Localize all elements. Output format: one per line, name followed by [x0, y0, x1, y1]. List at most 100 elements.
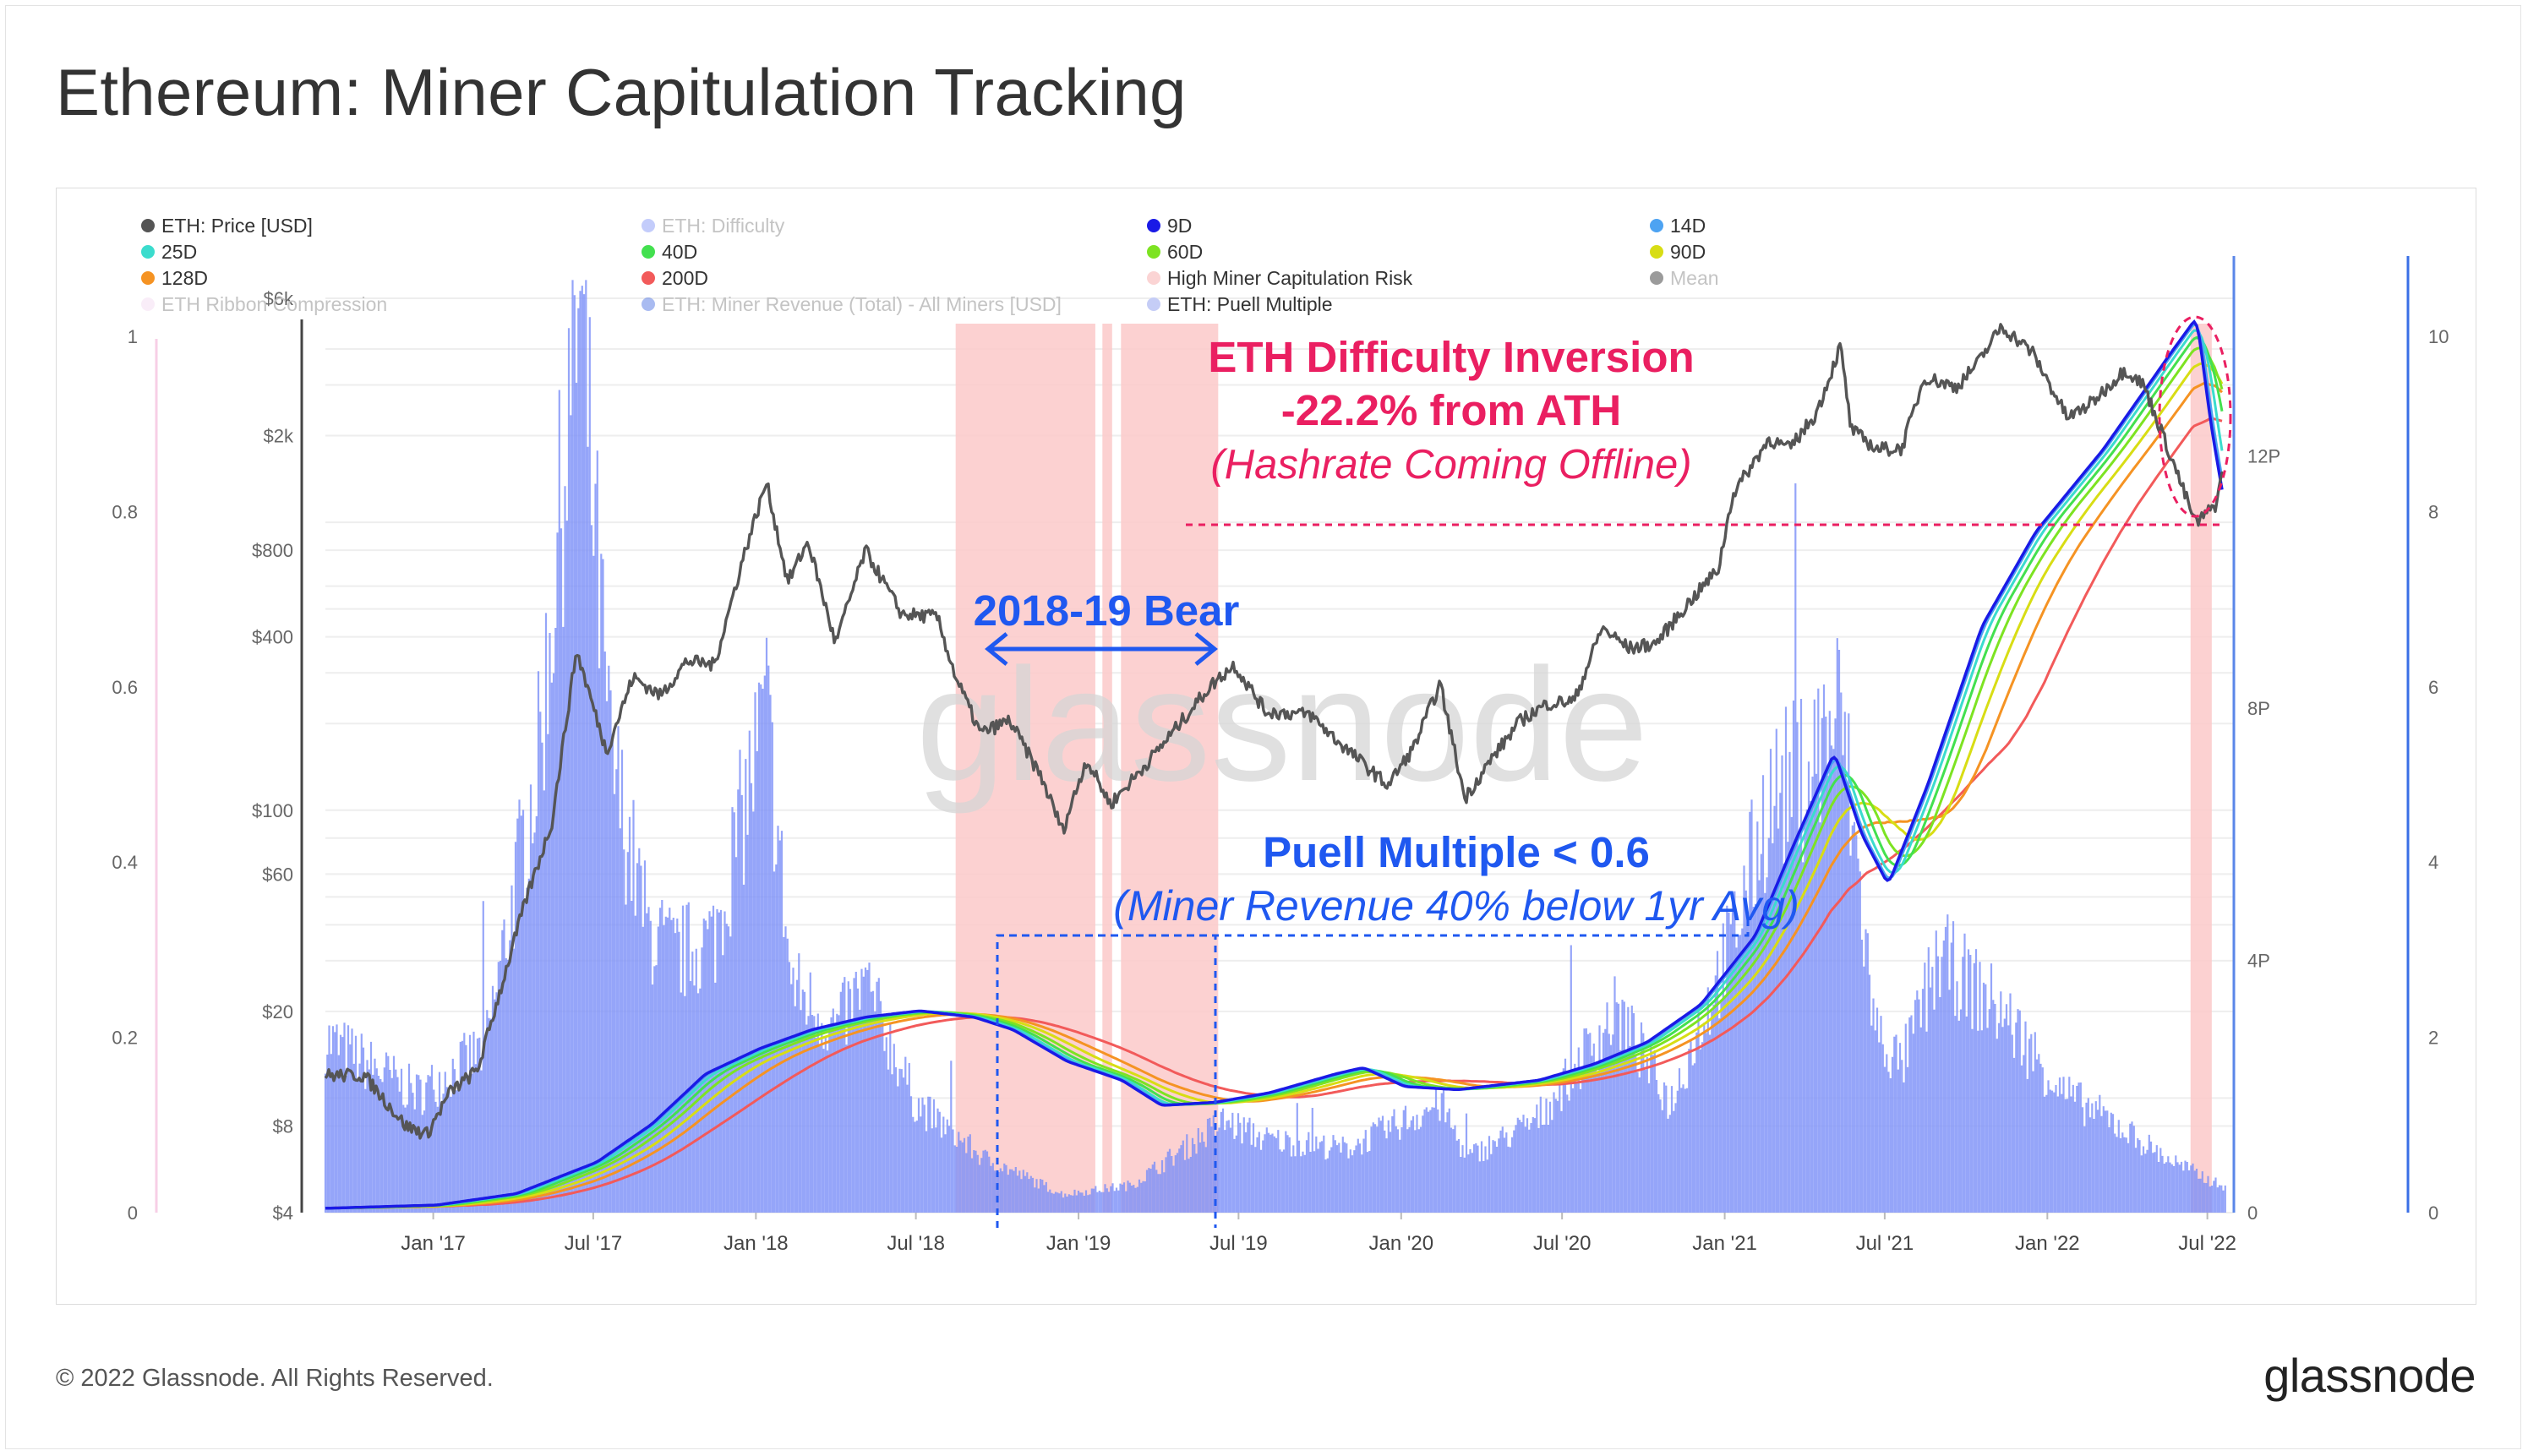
difficulty-axis-tick: 0	[2247, 1202, 2258, 1224]
capitulation-risk-band	[1121, 324, 1219, 1213]
bear-label: 2018-19 Bear	[974, 586, 1240, 635]
price-axis-tick: $20	[262, 1001, 293, 1022]
revenue-axis-tick: 6	[2428, 677, 2438, 698]
legend-item-label: High Miner Capitulation Risk	[1167, 267, 1413, 289]
legend-item-label: 90D	[1670, 241, 1706, 263]
legend-swatch	[642, 219, 655, 232]
glassnode-logo: glassnode	[2263, 1349, 2476, 1402]
revenue-axis-tick: 0	[2428, 1202, 2438, 1224]
puell-axis-tick: 1	[128, 326, 138, 347]
puell-axis-tick: 0	[128, 1202, 138, 1224]
legend-swatch	[1650, 219, 1663, 232]
annotations: ETH Difficulty Inversion -22.2% from ATH (…	[974, 315, 2232, 1228]
legend-item-label: ETH: Puell Multiple	[1167, 293, 1333, 315]
legend-item-label: 25D	[161, 241, 197, 263]
legend-swatch	[1147, 245, 1160, 259]
price-line	[324, 323, 2225, 1140]
revenue-axis-tick: 2	[2428, 1028, 2438, 1049]
price-axis-tick: $4	[273, 1202, 293, 1224]
puell-multiple-series	[324, 280, 2226, 1213]
legend-item-label: ETH Ribbon Compression	[161, 293, 387, 315]
puell-bear-box	[997, 934, 1217, 1228]
inversion-highlight-ellipse	[2158, 315, 2232, 518]
legend-swatch	[1650, 245, 1663, 259]
chart-panel: glassnode 0 0.2 0.4 0.6 0.8 1 $4 $8 $20 $60 $100 $40…	[56, 188, 2476, 1305]
legend-swatch	[1147, 219, 1160, 232]
x-axis-tick: Jul '20	[1533, 1232, 1592, 1255]
page-frame	[5, 5, 2521, 1449]
page-title: Ethereum: Miner Capitulation Tracking	[56, 55, 1187, 129]
puell-axis-tick: 0.6	[112, 677, 138, 698]
legend-swatch	[642, 271, 655, 285]
legend-item-label: Mean	[1670, 267, 1719, 289]
ribbon-d9-line	[325, 319, 2224, 1210]
x-axis-tick: Jan '18	[723, 1232, 789, 1255]
price-axis-tick: $800	[252, 540, 293, 561]
chart-canvas: glassnode 0 0.2 0.4 0.6 0.8 1 $4 $8 $20 $60 $100 $40…	[112, 215, 2449, 1255]
ribbon-d128-line	[325, 381, 2224, 1210]
price-axis-tick: $100	[252, 800, 293, 821]
revenue-axis-tick: 10	[2428, 326, 2449, 347]
x-axis-tick: Jan '20	[1368, 1232, 1433, 1255]
difficulty-axis-tick: 8P	[2247, 698, 2270, 719]
inversion-title: ETH Difficulty Inversion	[1208, 333, 1694, 381]
puell-axis-tick: 0.8	[112, 501, 138, 522]
x-axis-tick: Jan '17	[401, 1232, 466, 1255]
legend-item-label: ETH: Difficulty	[662, 215, 785, 237]
capitulation-risk-band	[1102, 324, 1112, 1213]
difficulty-axis-tick: 4P	[2247, 951, 2270, 972]
x-axis-tick: Jul '17	[565, 1232, 623, 1255]
capitulation-risk-band	[2190, 324, 2212, 1213]
difficulty-ribbon	[325, 319, 2224, 1210]
capitulation-risk-bands	[955, 324, 2212, 1213]
bear-arrow-right-head	[1194, 632, 1218, 666]
legend: ETH: Price [USD] ETH: Difficulty 9D 14D 25D 4…	[141, 215, 1719, 315]
legend-swatch	[1650, 271, 1663, 285]
legend-swatch	[141, 245, 155, 259]
copyright-text: © 2022 Glassnode. All Rights Reserved.	[56, 1365, 494, 1392]
legend-item-label: 60D	[1167, 241, 1203, 263]
difficulty-axis-tick: 12P	[2247, 446, 2280, 467]
puell-axis-tick: 0.2	[112, 1028, 138, 1049]
x-axis-tick: Jul '22	[2178, 1232, 2236, 1255]
x-axis-tick: Jan '22	[2015, 1232, 2080, 1255]
inversion-percent: -22.2% from ATH	[1281, 386, 1621, 434]
puell-threshold-bracket	[996, 915, 1750, 1228]
legend-swatch	[642, 297, 655, 311]
legend-item-label: 128D	[161, 267, 208, 289]
puell-multiple-bars	[324, 280, 2226, 1213]
legend-item-label: ETH: Miner Revenue (Total) - All Miners …	[662, 293, 1062, 315]
legend-swatch	[1147, 271, 1160, 285]
price-axis-tick: $8	[273, 1115, 293, 1137]
legend-item-label: 200D	[662, 267, 708, 289]
revenue-axis-tick: 8	[2428, 501, 2438, 522]
x-axis-tick: Jul '19	[1209, 1232, 1268, 1255]
puell-axis-tick: 0.4	[112, 852, 138, 873]
legend-swatch	[1147, 297, 1160, 311]
bear-arrow-left-head	[985, 632, 1008, 666]
revenue-axis-tick: 4	[2428, 852, 2438, 873]
legend-item-label: 14D	[1670, 215, 1706, 237]
ribbon-d90-line	[325, 362, 2224, 1210]
inversion-note: (Hashrate Coming Offline)	[1210, 442, 1691, 488]
legend-swatch	[642, 245, 655, 259]
price-axis-tick: $6k	[264, 288, 294, 309]
price-axis-tick: $400	[252, 627, 293, 648]
x-axis-tick: Jul '18	[887, 1232, 945, 1255]
glassnode-watermark: glassnode	[916, 635, 1648, 815]
x-axis-tick: Jul '21	[1856, 1232, 1914, 1255]
legend-swatch	[141, 297, 155, 311]
legend-item-label: ETH: Price [USD]	[161, 215, 313, 237]
puell-title: Puell Multiple < 0.6	[1263, 828, 1650, 876]
legend-swatch	[141, 219, 155, 232]
legend-item-label: 9D	[1167, 215, 1192, 237]
axes: 0 0.2 0.4 0.6 0.8 1 $4 $8 $20 $60 $100 $400 $800 $2k $…	[112, 256, 2449, 1255]
x-axis-tick: Jan '19	[1046, 1232, 1111, 1255]
puell-note: (Miner Revenue 40% below 1yr Avg)	[1113, 882, 1799, 930]
price-axis-tick: $60	[262, 864, 293, 885]
legend-swatch	[141, 271, 155, 285]
price-axis-tick: $2k	[264, 426, 294, 447]
x-axis-tick: Jan '21	[1692, 1232, 1757, 1255]
legend-item-label: 40D	[662, 241, 697, 263]
